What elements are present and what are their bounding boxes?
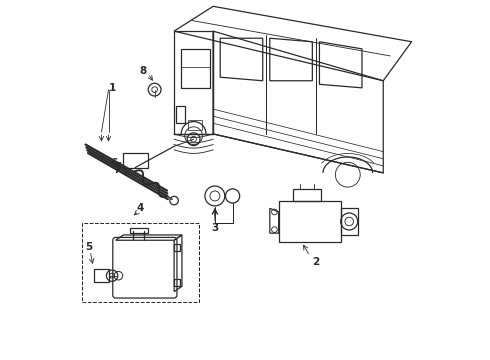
Bar (122, 153, 147, 168)
Bar (341, 208, 358, 235)
Bar (174, 244, 180, 251)
Text: 4: 4 (137, 203, 144, 213)
Text: 3: 3 (211, 223, 219, 233)
Text: 2: 2 (312, 257, 319, 266)
Bar (130, 228, 147, 233)
Text: 5: 5 (85, 242, 92, 252)
Text: 8: 8 (140, 66, 147, 76)
Text: 7: 7 (114, 165, 121, 175)
Bar (176, 105, 185, 123)
Bar (95, 269, 109, 282)
Bar (82, 222, 199, 302)
Text: 1: 1 (108, 83, 116, 93)
Bar (174, 279, 180, 286)
Text: 6: 6 (110, 158, 118, 168)
